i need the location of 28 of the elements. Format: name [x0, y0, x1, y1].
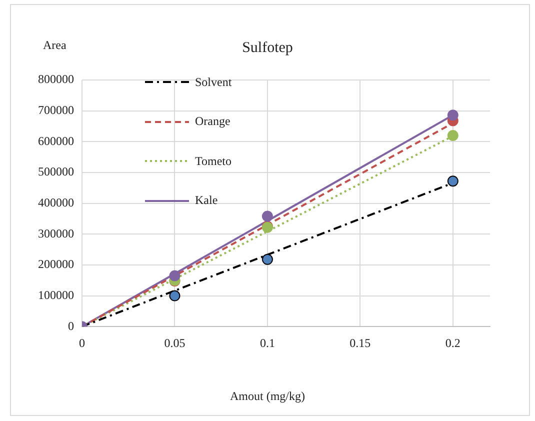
point: [447, 110, 458, 121]
point: [169, 290, 180, 302]
point: [447, 130, 458, 141]
legend-label: Solvent: [195, 74, 232, 90]
point: [262, 254, 273, 265]
y-tick-label: 100000: [38, 288, 74, 302]
y-tick-label: 600000: [38, 134, 74, 148]
y-tick-label: 0: [68, 318, 74, 333]
legend-label: Tometo: [195, 154, 232, 168]
y-tick-label: 300000: [38, 226, 74, 240]
x-tick-label: 0.1: [260, 336, 275, 350]
x-tick-label: 0.05: [164, 336, 186, 350]
x-axis-title: Amout (mg/kg): [229, 389, 306, 404]
x-tick-label: 0.15: [350, 336, 371, 350]
legend-label: Kale: [195, 193, 218, 208]
y-tick-label: 700000: [38, 102, 74, 117]
x-tick-label: 0.2: [445, 336, 460, 350]
y-tick-label: 200000: [38, 257, 74, 272]
point: [447, 176, 458, 187]
y-axis-title: Area: [43, 38, 66, 53]
y-tick-label: 400000: [38, 195, 74, 210]
x-tick-label: 0: [79, 336, 85, 350]
y-tick-label: 800000: [38, 72, 74, 86]
chart-title: Sulfotep: [242, 40, 293, 56]
legend-label: Orange: [195, 114, 230, 129]
point: [262, 210, 273, 222]
y-tick-label: 500000: [38, 164, 74, 179]
point: [169, 270, 180, 282]
